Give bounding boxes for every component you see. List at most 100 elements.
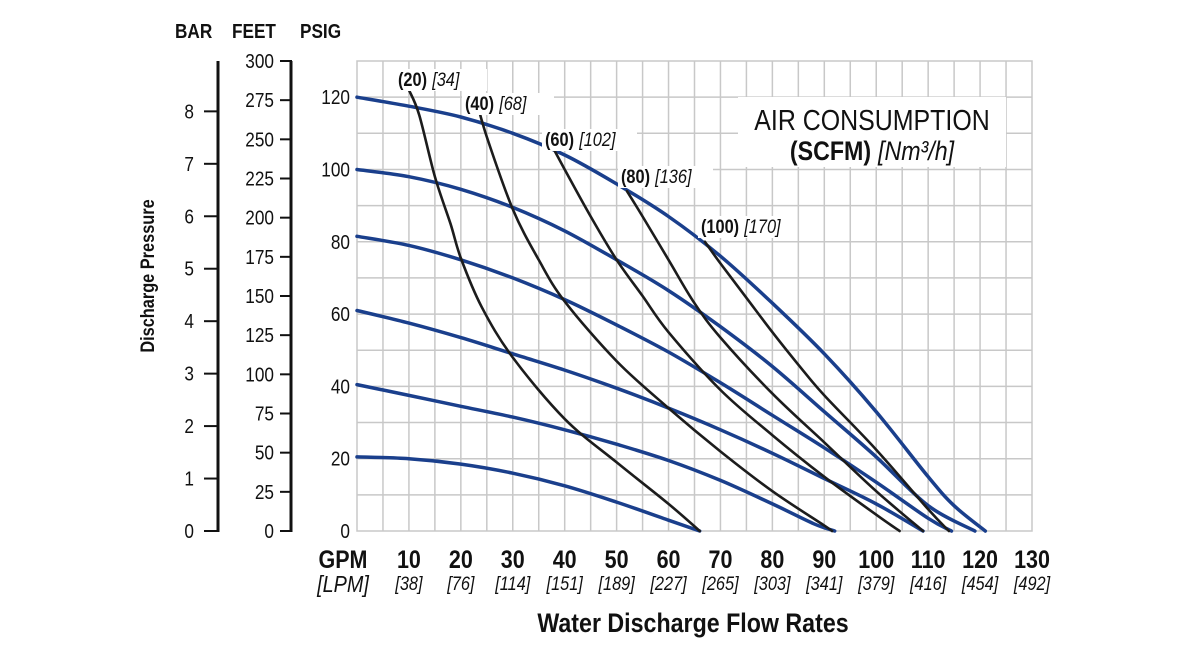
air-label-scfm: (100) xyxy=(701,216,739,237)
legend-units-scfm: (SCFM) xyxy=(790,136,871,166)
lpm-tick-label: [379] xyxy=(857,573,895,594)
air-label-nm3h: [102] xyxy=(578,129,616,150)
air-label-nm3h: [34] xyxy=(431,69,460,90)
air-label-backdrop xyxy=(698,216,793,238)
air-label-scfm: (20) xyxy=(398,69,427,90)
feet-tick-label: 225 xyxy=(245,167,274,190)
lpm-tick-label: [492] xyxy=(1013,573,1051,594)
pressure-curve xyxy=(355,455,702,533)
gpm-tick-label: 60 xyxy=(657,545,681,573)
bar-tick-label: 8 xyxy=(184,100,194,123)
gpm-tick-label: 30 xyxy=(501,545,525,573)
bar-tick-label: 7 xyxy=(184,153,194,176)
lpm-tick-label: [341] xyxy=(805,573,843,594)
feet-tick-label: 300 xyxy=(245,50,274,73)
pressure-curve xyxy=(355,167,977,533)
feet-tick-label: 0 xyxy=(264,520,274,543)
air-label-nm3h: [68] xyxy=(498,93,527,114)
x-axis-title: Water Discharge Flow Rates xyxy=(537,608,848,638)
psig-tick-label: 100 xyxy=(321,158,350,181)
gpm-tick-label: 70 xyxy=(709,545,733,573)
feet-tick-label: 175 xyxy=(245,246,274,269)
lpm-tick-label: [189] xyxy=(598,573,636,594)
air-consumption-curve xyxy=(547,139,901,533)
psig-axis-label: PSIG xyxy=(300,20,341,43)
feet-tick-label: 125 xyxy=(245,324,274,347)
gpm-tick-label: 10 xyxy=(397,545,421,573)
bar-axis-ticks: 0 1 2 3 4 5 6 7 8 xyxy=(184,100,219,542)
air-label-backdrop xyxy=(462,93,554,115)
pressure-curve xyxy=(355,308,925,533)
air-consumption-curve xyxy=(625,189,925,533)
bar-tick-label: 0 xyxy=(184,520,194,543)
legend-title: AIR CONSUMPTION xyxy=(754,104,989,136)
gpm-tick-label: 20 xyxy=(449,545,473,573)
legend-units: (SCFM) [Nm³/h] xyxy=(790,136,955,166)
lpm-tick-label: [227] xyxy=(649,573,687,594)
gpm-tick-label: 110 xyxy=(911,545,946,573)
air-label-backdrop xyxy=(395,69,487,91)
bar-tick-label: 5 xyxy=(184,257,194,280)
air-consumption-label: (60) [102] xyxy=(545,129,616,150)
bar-tick-label: 6 xyxy=(184,205,194,228)
air-consumption-label: (80) [136] xyxy=(621,166,692,187)
lpm-tick-label: [416] xyxy=(909,573,947,594)
gpm-tick-label: 90 xyxy=(812,545,836,573)
air-consumption-labels: (20) [34](40) [68](60) [102](80) [136](100)[… xyxy=(395,69,793,238)
pressure-curve xyxy=(355,382,837,533)
psig-tick-label: 20 xyxy=(331,447,350,470)
feet-tick-label: 200 xyxy=(245,206,274,229)
legend-units-nm3h: [Nm³/h] xyxy=(877,136,955,166)
air-label-nm3h: [170] xyxy=(743,216,781,237)
air-consumption-label: (40) [68] xyxy=(465,93,527,114)
feet-tick-label: 250 xyxy=(245,128,274,151)
air-label-scfm: (60) xyxy=(545,129,574,150)
air-consumption-label: (20) [34] xyxy=(398,69,460,90)
gpm-tick-label: 120 xyxy=(962,545,998,573)
legend-backdrop xyxy=(738,97,1006,167)
bar-tick-label: 2 xyxy=(184,415,194,438)
air-consumption-curve xyxy=(703,240,951,533)
lpm-tick-label: [114] xyxy=(494,573,531,594)
air-consumption-curve xyxy=(407,88,701,533)
feet-tick-label: 100 xyxy=(245,363,274,386)
lpm-tick-label: [303] xyxy=(753,573,791,594)
feet-tick-label: 275 xyxy=(245,89,274,112)
psig-tick-label: 120 xyxy=(321,86,350,109)
lpm-tick-label: [151] xyxy=(546,573,584,594)
air-consumption-curve xyxy=(475,99,834,533)
feet-tick-label: 50 xyxy=(255,441,274,464)
feet-tick-label: 25 xyxy=(255,481,274,504)
air-label-backdrop xyxy=(618,166,713,188)
air-label-backdrop xyxy=(542,129,637,151)
psig-tick-label: 0 xyxy=(340,520,350,543)
bar-tick-label: 1 xyxy=(184,467,194,490)
psig-tick-label: 60 xyxy=(331,303,350,326)
lpm-tick-label: [454] xyxy=(961,573,999,594)
psig-tick-label: 40 xyxy=(331,375,350,398)
air-consumption-label: (100) [170] xyxy=(701,216,782,237)
bar-tick-label: 3 xyxy=(184,362,194,385)
air-label-scfm: (80) xyxy=(621,166,650,187)
lpm-tick-label: [76] xyxy=(446,573,475,594)
gpm-unit-label: GPM xyxy=(319,545,368,573)
gpm-tick-label: 130 xyxy=(1014,545,1050,573)
lpm-unit-label: [LPM] xyxy=(316,572,370,598)
feet-axis-label: FEET xyxy=(232,20,276,43)
air-label-nm3h: [136] xyxy=(654,166,692,187)
lpm-tick-label: [265] xyxy=(701,573,739,594)
feet-axis-ticks: 0 25 50 75 100 125 150 175 200 225 250 275 300 xyxy=(245,50,292,543)
gpm-tick-label: 40 xyxy=(553,545,577,573)
gpm-axis-ticks: 10 20 30 40 50 60 70 80 90 100 110 120 130 xyxy=(397,545,1050,573)
lpm-tick-label: [38] xyxy=(394,573,423,594)
lpm-axis-ticks: [38] [76] [114] [151] [189] [227] [265] [303] [3… xyxy=(394,573,1051,594)
gpm-tick-label: 80 xyxy=(760,545,784,573)
air-label-scfm: (40) xyxy=(465,93,494,114)
gpm-tick-label: 50 xyxy=(605,545,629,573)
bar-tick-label: 4 xyxy=(184,310,194,333)
bar-axis-label: BAR xyxy=(175,20,213,43)
psig-axis-ticks: 0 20 40 60 80 100 120 xyxy=(321,86,350,542)
gpm-tick-label: 100 xyxy=(858,545,894,573)
feet-tick-label: 150 xyxy=(245,285,274,308)
